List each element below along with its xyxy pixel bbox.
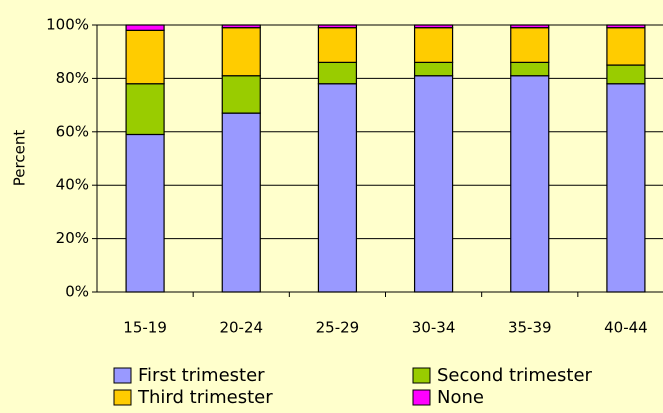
x-tick-label: 20-24 bbox=[219, 319, 263, 337]
bar-segment bbox=[221, 24, 261, 29]
legend-label: First trimester bbox=[138, 365, 265, 386]
bar-segment bbox=[125, 29, 165, 85]
bar-segment bbox=[317, 61, 358, 85]
bar-segment bbox=[221, 112, 261, 293]
bar-segment bbox=[125, 24, 165, 31]
bar-segment bbox=[510, 75, 550, 293]
bar-segment bbox=[317, 24, 358, 29]
x-tick-label: 40-44 bbox=[604, 319, 648, 337]
y-tick-label: 60% bbox=[56, 122, 89, 140]
bar-segment bbox=[125, 133, 165, 293]
y-tick-label: 80% bbox=[56, 69, 89, 87]
bar-segment bbox=[510, 27, 550, 63]
legend-swatch bbox=[113, 367, 132, 384]
y-axis-label: Percent bbox=[11, 130, 29, 187]
bar-segment bbox=[317, 83, 358, 293]
x-tick-label: 30-34 bbox=[412, 319, 456, 337]
bar-segment bbox=[606, 64, 646, 85]
bar-segment bbox=[606, 83, 646, 293]
y-tick-label: 100% bbox=[46, 16, 89, 34]
legend-label: Third trimester bbox=[137, 387, 273, 408]
bar-segment bbox=[221, 75, 261, 114]
legend-swatch bbox=[113, 389, 132, 406]
y-tick-label: 0% bbox=[65, 283, 89, 301]
bar-segment bbox=[606, 24, 646, 29]
bar-segment bbox=[125, 83, 165, 136]
bar-segment bbox=[413, 61, 454, 77]
bar-segment bbox=[510, 24, 550, 29]
legend-label: None bbox=[437, 387, 484, 408]
bar-segment bbox=[413, 75, 454, 293]
legend-swatch bbox=[412, 389, 431, 406]
legend-label: Second trimester bbox=[437, 365, 593, 386]
bar-segment bbox=[606, 27, 646, 66]
x-tick-label: 25-29 bbox=[316, 319, 360, 337]
y-tick-label: 20% bbox=[56, 229, 89, 247]
x-tick-label: 15-19 bbox=[123, 319, 167, 337]
bar-segment bbox=[510, 61, 550, 77]
bar-segment bbox=[413, 27, 454, 63]
bar-segment bbox=[317, 27, 358, 63]
x-tick-label: 35-39 bbox=[508, 319, 552, 337]
bar-segment bbox=[413, 24, 454, 29]
y-tick-label: 40% bbox=[56, 176, 89, 194]
bar-segment bbox=[221, 27, 261, 77]
legend-swatch bbox=[412, 367, 431, 384]
